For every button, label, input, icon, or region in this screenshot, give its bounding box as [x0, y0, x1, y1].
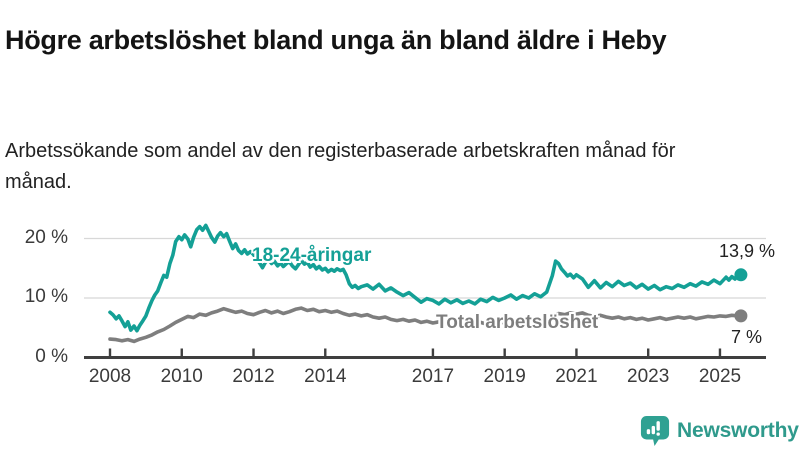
x-axis-tick-label: 2014 — [304, 366, 347, 387]
x-axis-tick-label: 2021 — [555, 366, 598, 387]
page-subtitle: Arbetssökande som andel av den registerb… — [5, 140, 676, 193]
y-axis-tick-label: 20 % — [24, 226, 68, 248]
x-axis-tick-label: 2019 — [483, 366, 526, 387]
x-axis-tick-label: 2012 — [232, 366, 275, 387]
end-value-youth: 13,9 % — [718, 241, 775, 261]
newsworthy-wordmark: Newsworthy — [677, 419, 799, 442]
x-axis-tick-label: 2023 — [627, 366, 670, 387]
x-axis-tick-label: 2010 — [160, 366, 203, 387]
y-axis-tick-label: 0 % — [35, 345, 68, 367]
x-axis-labels: 2008 2010 2012 2014 2017 2019 2021 2023 2025 — [0, 366, 800, 392]
end-value-total: 7 % — [730, 327, 762, 347]
page-title: Högre arbetslöshet bland unga än bland ä… — [5, 25, 667, 56]
y-axis-tick-label: 10 % — [24, 286, 68, 307]
x-axis-tick-label: 2025 — [698, 366, 742, 387]
newsworthy-bar-chart-bubble-icon — [640, 415, 670, 447]
series-label-youth: 18-24-åringar — [252, 245, 372, 266]
series-label-total: Total arbetslöshet — [436, 312, 599, 333]
x-axis-tick-label: 2008 — [88, 366, 132, 387]
newsworthy-logo[interactable]: Newsworthy — [640, 415, 799, 447]
x-axis-tick-label: 2017 — [411, 366, 455, 387]
